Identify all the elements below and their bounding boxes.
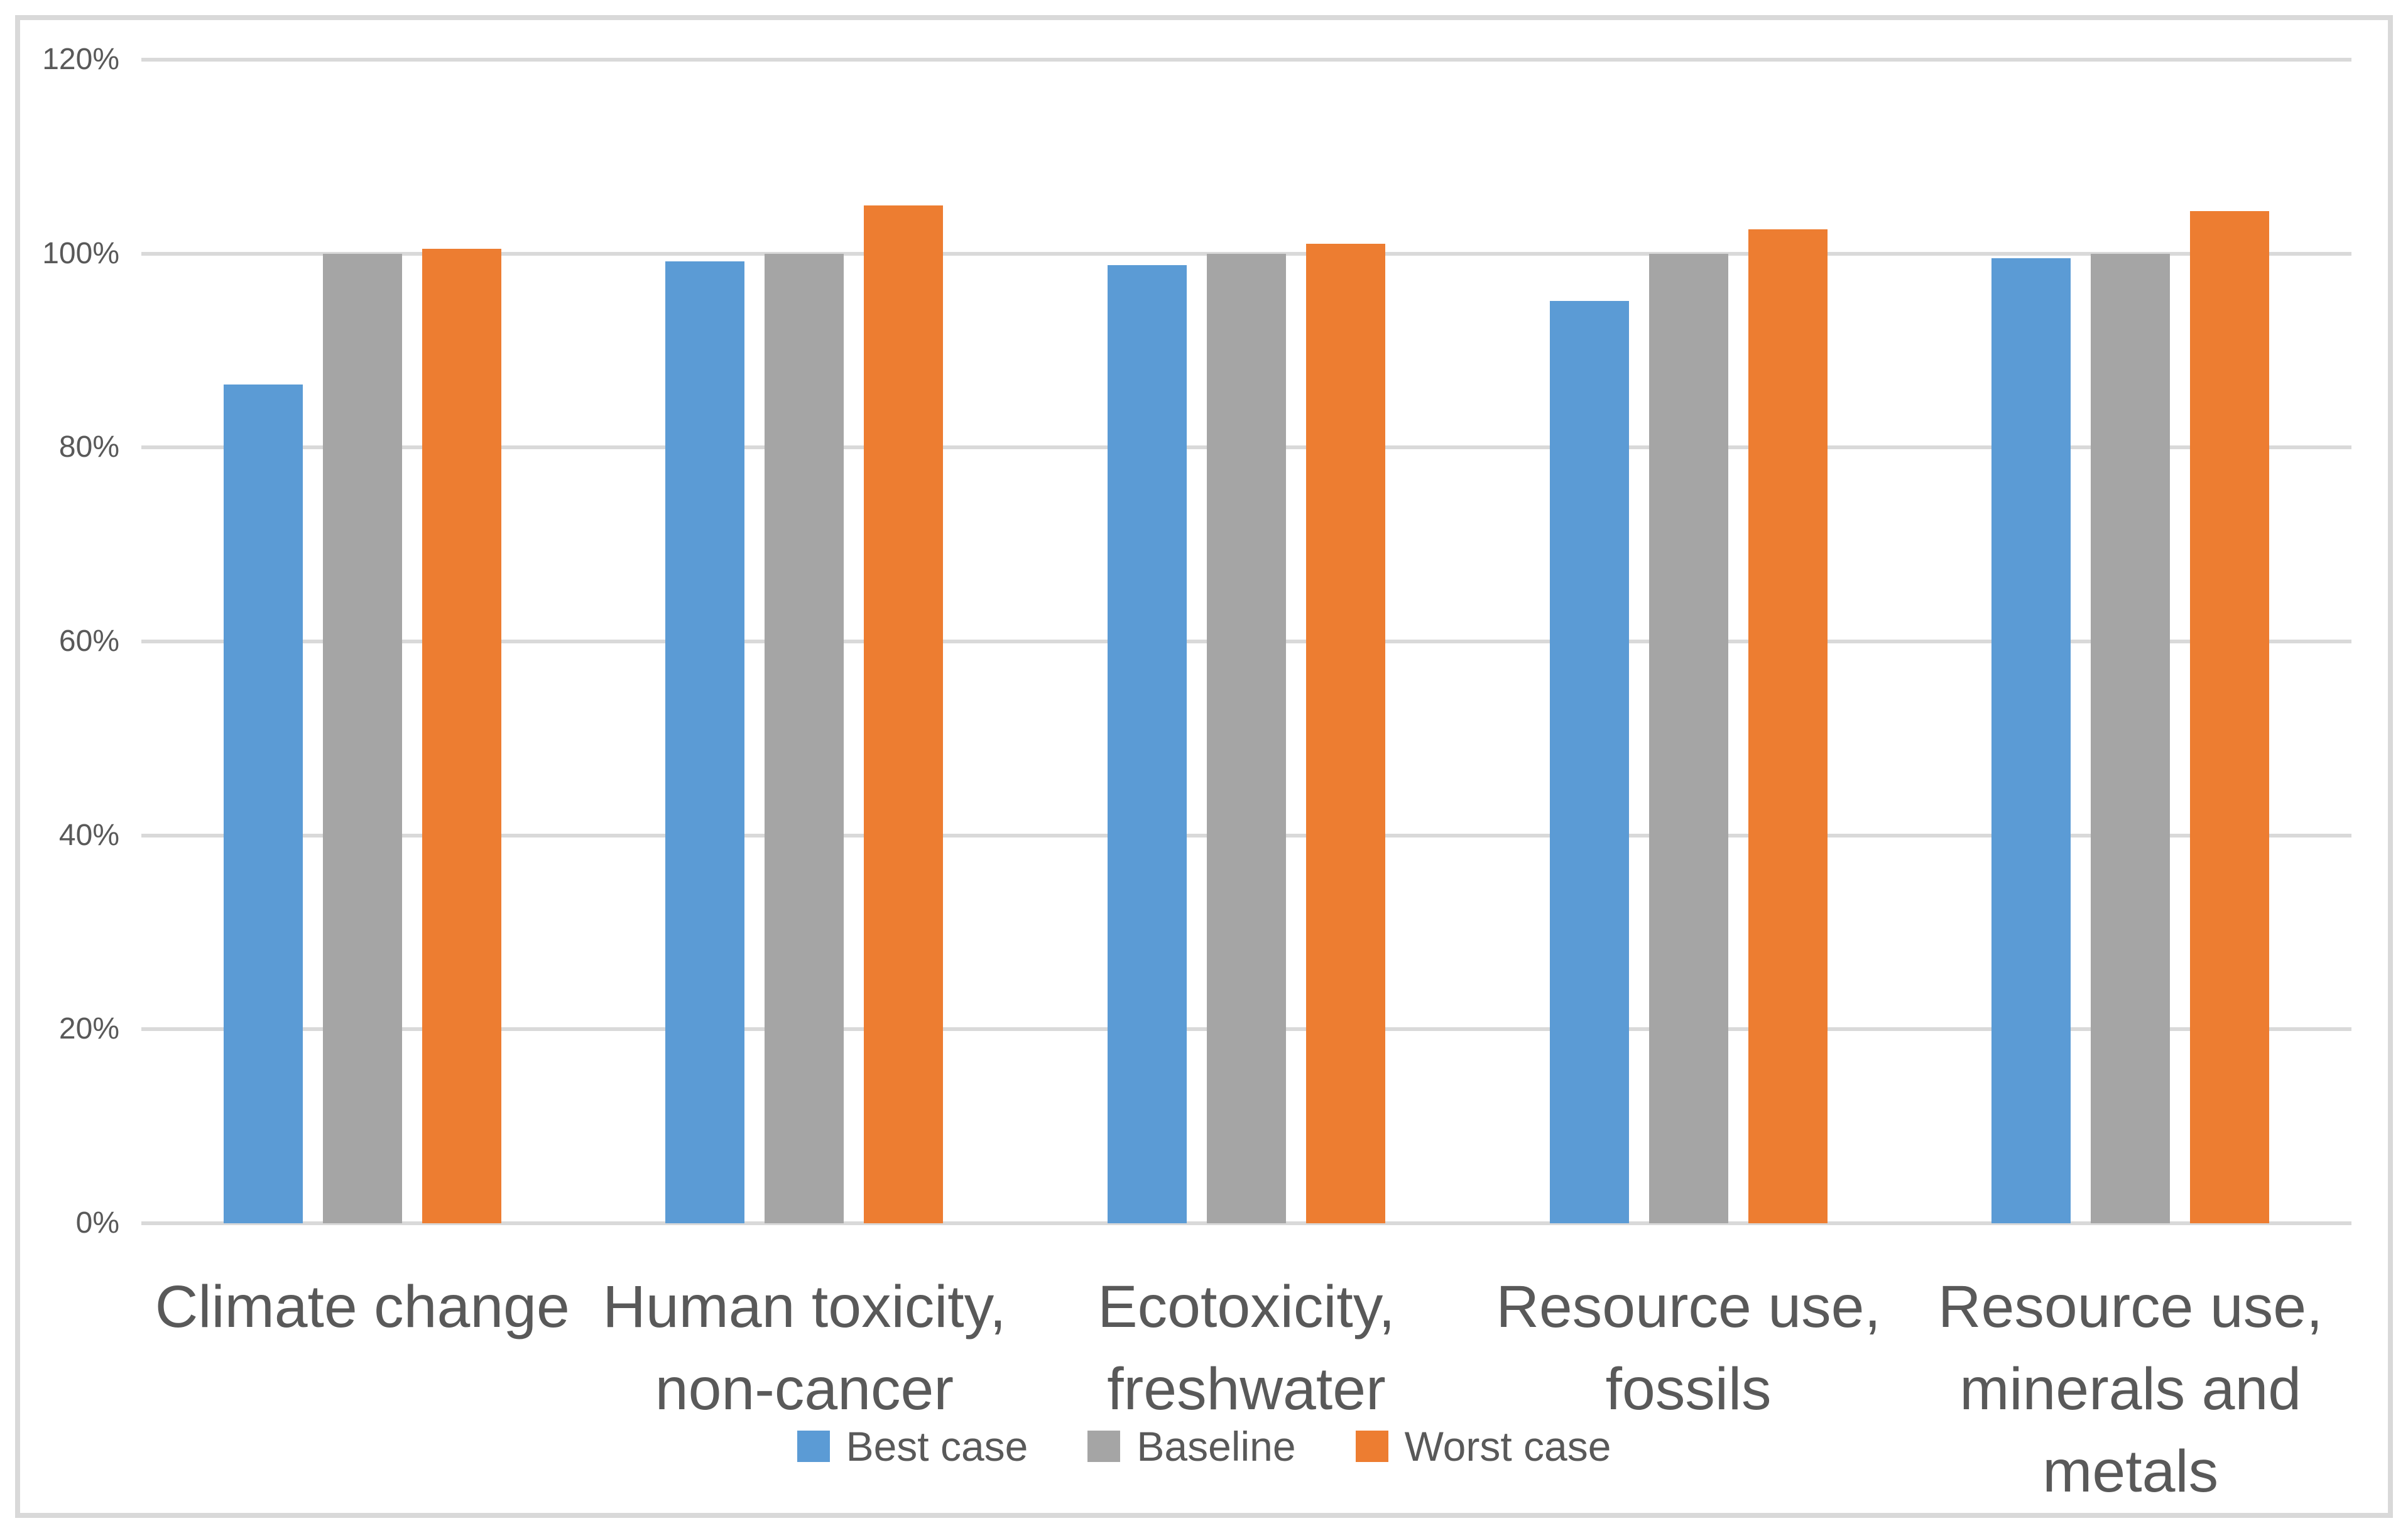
y-tick-label: 20%	[58, 1012, 119, 1046]
bar-best-case	[223, 385, 303, 1223]
category-label: Ecotoxicity, freshwater	[1098, 1274, 1395, 1423]
y-tick-label: 0%	[75, 1206, 119, 1240]
plot-area	[141, 58, 2351, 1225]
bar-best-case	[665, 261, 745, 1223]
category-label: Resource use, fossils	[1496, 1274, 1881, 1423]
legend-swatch-icon	[1087, 1431, 1121, 1462]
chart-border	[15, 15, 2393, 1518]
category-label: Resource use, minerals and metals	[1937, 1274, 2323, 1505]
bar-worst-case	[1748, 229, 1828, 1223]
y-tick-label: 120%	[42, 43, 119, 76]
bar-worst-case	[2190, 210, 2270, 1223]
legend-item-worst-case: Worst case	[1355, 1421, 1611, 1471]
bar-best-case	[1991, 258, 2071, 1223]
legend-label: Baseline	[1136, 1423, 1296, 1470]
gridline-0%	[141, 1221, 2351, 1225]
y-tick-label: 100%	[42, 236, 119, 270]
bar-baseline	[765, 253, 844, 1223]
legend-label: Worst case	[1404, 1423, 1611, 1470]
legend-swatch-icon	[1355, 1431, 1388, 1462]
bar-baseline	[1207, 253, 1286, 1223]
category-label: Human toxicity, non-cancer	[602, 1274, 1006, 1423]
legend: Best case Baseline Worst case	[0, 1421, 2408, 1471]
bar-baseline	[1648, 253, 1728, 1223]
category-label: Climate change	[155, 1274, 570, 1340]
y-tick-label: 60%	[58, 625, 119, 658]
bar-worst-case	[864, 205, 944, 1223]
bar-best-case	[1108, 265, 1187, 1223]
legend-item-baseline: Baseline	[1087, 1421, 1296, 1471]
gridline-100%	[141, 251, 2351, 256]
bar-worst-case	[1306, 244, 1385, 1223]
gridline-120%	[141, 58, 2351, 62]
legend-item-best-case: Best case	[797, 1421, 1028, 1471]
bar-best-case	[1549, 301, 1629, 1223]
bar-worst-case	[422, 248, 501, 1223]
bar-baseline	[322, 253, 402, 1223]
bar-baseline	[2091, 253, 2171, 1223]
y-tick-label: 40%	[58, 818, 119, 852]
legend-label: Best case	[846, 1423, 1028, 1470]
y-tick-label: 80%	[58, 430, 119, 464]
legend-swatch-icon	[797, 1431, 830, 1462]
